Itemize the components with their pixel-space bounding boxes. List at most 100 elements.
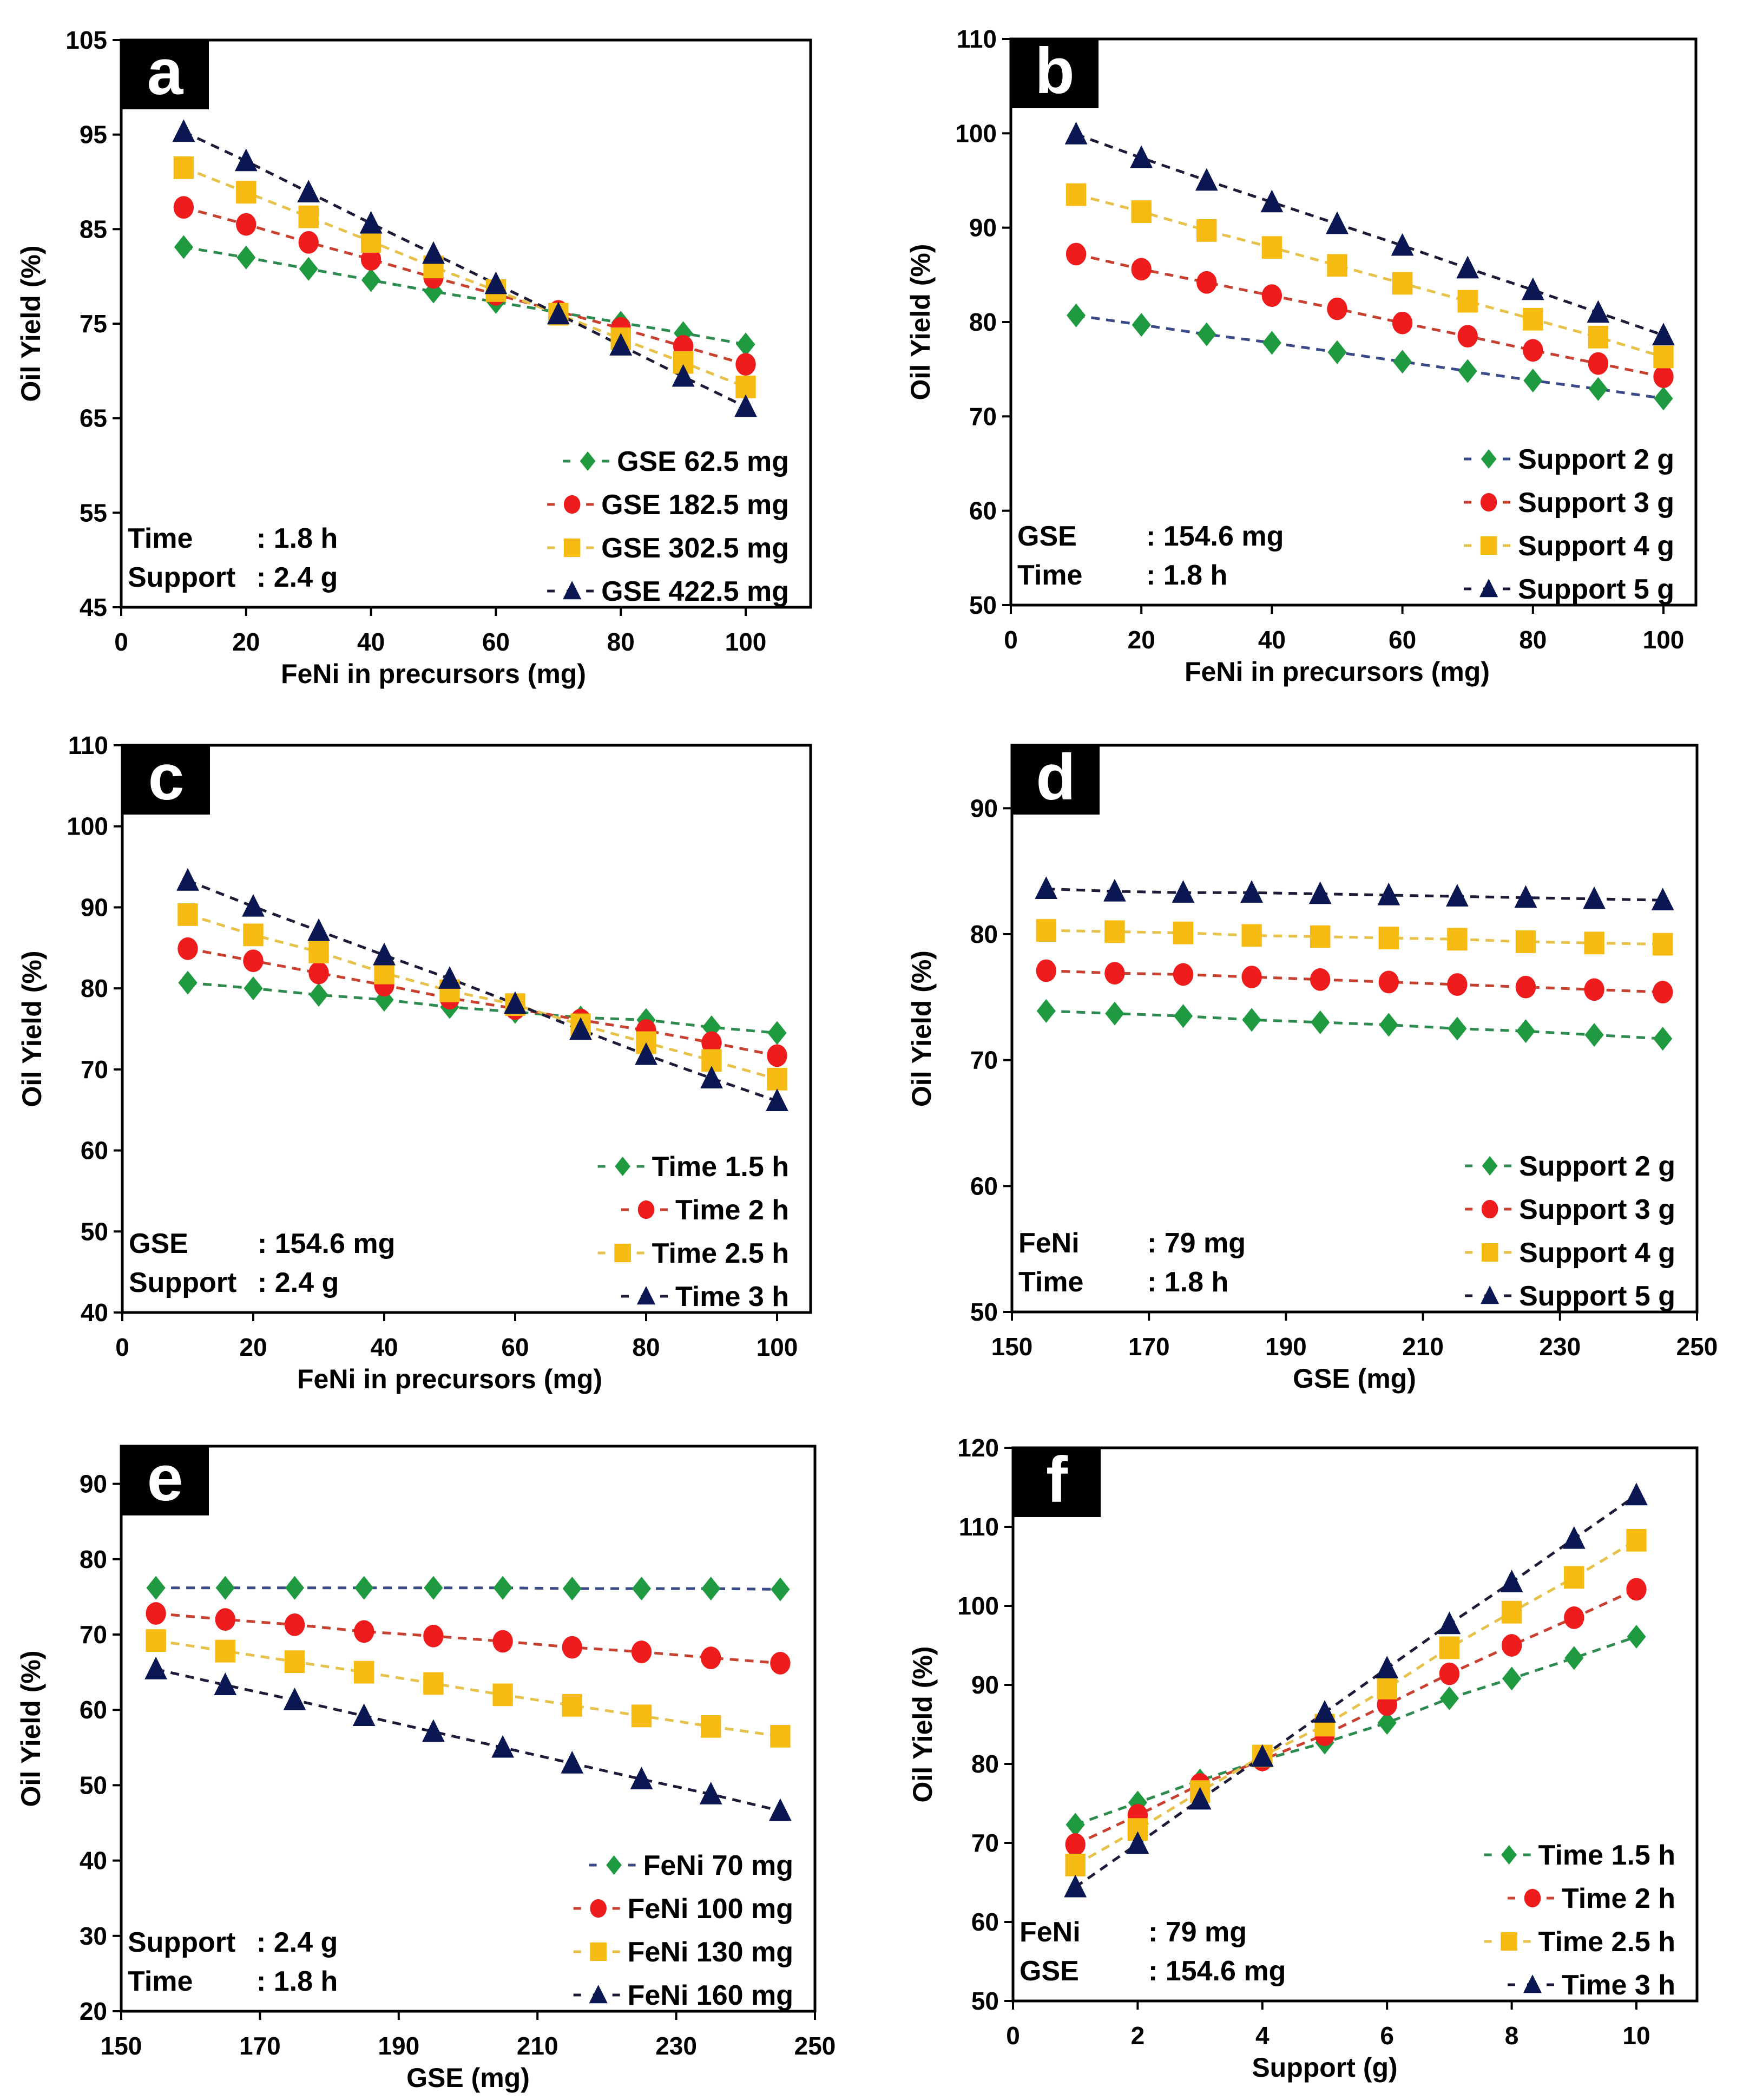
y-tick-label: 60: [970, 1172, 998, 1200]
data-point-square: [236, 181, 256, 204]
data-point-diamond: [1588, 377, 1608, 401]
data-point-circle: [1196, 271, 1217, 294]
condition-value: : 1.8 h: [256, 523, 338, 554]
series-line-3: [183, 166, 746, 389]
legend-marker-square: [614, 1243, 631, 1263]
data-point-square: [354, 1661, 374, 1684]
condition-key: GSE: [129, 1228, 188, 1259]
y-tick-label: 70: [80, 1620, 107, 1649]
data-point-triangle: [234, 148, 258, 172]
legend-marker-diamond: [1482, 1156, 1498, 1176]
legend-item: FeNi 70 mg: [589, 1850, 793, 1881]
legend-item: Support 3 g: [1464, 487, 1674, 519]
data-point-circle: [1392, 311, 1413, 334]
y-tick-label: 90: [80, 1470, 107, 1498]
condition-value: : 2.4 g: [258, 1267, 339, 1298]
y-tick-label: 70: [969, 402, 997, 430]
legend-item: Support 2 g: [1464, 444, 1674, 475]
series-markers-3: [1036, 919, 1673, 956]
data-point-triangle: [1308, 881, 1332, 904]
legend-marker-diamond: [580, 451, 596, 471]
data-point-circle: [1564, 1606, 1584, 1629]
legend: GSE 62.5 mg GSE 182.5 mg GSE 302.5 mg GSE 4…: [547, 446, 789, 607]
legend-marker-circle: [590, 1899, 607, 1918]
data-point-triangle: [1195, 168, 1218, 191]
data-point-circle: [243, 949, 264, 973]
data-point-triangle: [766, 1088, 788, 1111]
data-point-triangle: [1562, 1526, 1586, 1549]
data-point-diamond: [1327, 340, 1347, 364]
series-markers-4: [1035, 876, 1674, 910]
data-point-triangle: [1456, 255, 1479, 279]
data-point-circle: [1501, 1634, 1522, 1657]
data-point-square: [631, 1704, 652, 1728]
condition-key: Time: [1017, 560, 1082, 591]
data-point-triangle: [422, 1719, 445, 1742]
data-point-square: [1036, 919, 1056, 942]
legend-item: Support 5 g: [1465, 1281, 1675, 1312]
y-tick-label: 90: [81, 893, 108, 921]
data-point-square: [1457, 290, 1478, 313]
legend-label: GSE 62.5 mg: [617, 446, 789, 477]
x-tick-label: 230: [1539, 1333, 1581, 1361]
data-point-circle: [1036, 959, 1057, 982]
legend-item: Time 2.5 h: [1484, 1926, 1675, 1958]
data-point-circle: [1131, 258, 1152, 281]
series-markers-2: [1036, 959, 1673, 1003]
data-point-triangle: [1587, 300, 1610, 323]
data-point-square: [177, 903, 198, 926]
data-point-square: [1564, 1566, 1584, 1589]
data-point-triangle: [561, 1750, 584, 1774]
data-point-circle: [284, 1613, 305, 1636]
data-point-circle: [1439, 1662, 1460, 1685]
data-point-triangle: [297, 180, 320, 202]
legend-marker-diamond: [1501, 1845, 1517, 1865]
legend-marker-triangle: [636, 1286, 656, 1305]
condition-key: GSE: [1020, 1955, 1079, 1987]
legend-label: Time 2.5 h: [652, 1238, 789, 1269]
series-line-4: [1075, 133, 1664, 337]
condition-key: FeNi: [1018, 1228, 1080, 1259]
data-point-circle: [354, 1620, 374, 1643]
legend-item: GSE 422.5 mg: [547, 576, 789, 607]
series-line-1: [183, 246, 746, 346]
condition-value: : 2.4 g: [256, 562, 338, 593]
y-tick-label: 60: [81, 1137, 108, 1165]
y-tick-label: 60: [80, 1696, 107, 1724]
data-point-circle: [423, 1624, 444, 1648]
legend-item: FeNi 160 mg: [573, 1980, 793, 2011]
data-point-circle: [735, 353, 756, 376]
x-tick-label: 0: [114, 628, 128, 656]
data-point-circle: [215, 1608, 235, 1631]
data-point-square: [374, 961, 394, 985]
data-point-triangle: [283, 1688, 306, 1710]
y-tick-label: 70: [971, 1829, 999, 1857]
data-point-triangle: [1064, 1874, 1087, 1898]
x-tick-label: 20: [232, 628, 260, 656]
panel-label-box: [1012, 745, 1100, 815]
legend-item: FeNi 100 mg: [573, 1893, 793, 1925]
y-tick-label: 75: [80, 310, 107, 338]
data-point-circle: [1584, 978, 1604, 1001]
condition-value: : 154.6 mg: [1148, 1955, 1286, 1987]
data-point-square: [308, 940, 329, 963]
y-tick-label: 50: [970, 1298, 998, 1326]
data-point-triangle: [1514, 885, 1537, 908]
condition-key: Time: [128, 1966, 193, 1997]
legend-marker-triangle: [563, 581, 582, 600]
y-tick-label: 40: [80, 1847, 107, 1875]
legend-marker-square: [590, 1942, 607, 1961]
x-tick-label: 210: [517, 2032, 558, 2060]
legend-label: Time 3 h: [1562, 1970, 1675, 2001]
panel-label-box: [1011, 39, 1099, 108]
legend-item: Support 4 g: [1464, 530, 1674, 562]
conditions-note: Support: 2.4 g Time: 1.8 h: [128, 1927, 338, 1997]
legend-marker-triangle: [1479, 579, 1498, 598]
data-point-diamond: [1564, 1646, 1584, 1670]
panel-label-box: [1013, 1448, 1101, 1517]
legend-label: Support 4 g: [1518, 530, 1674, 562]
condition-key: Support: [128, 1927, 235, 1958]
legend-item: Support 2 g: [1465, 1151, 1675, 1182]
data-point-triangle: [373, 942, 396, 966]
legend: Time 1.5 h Time 2 h Time 2.5 h Time 3 h: [1484, 1840, 1675, 2001]
